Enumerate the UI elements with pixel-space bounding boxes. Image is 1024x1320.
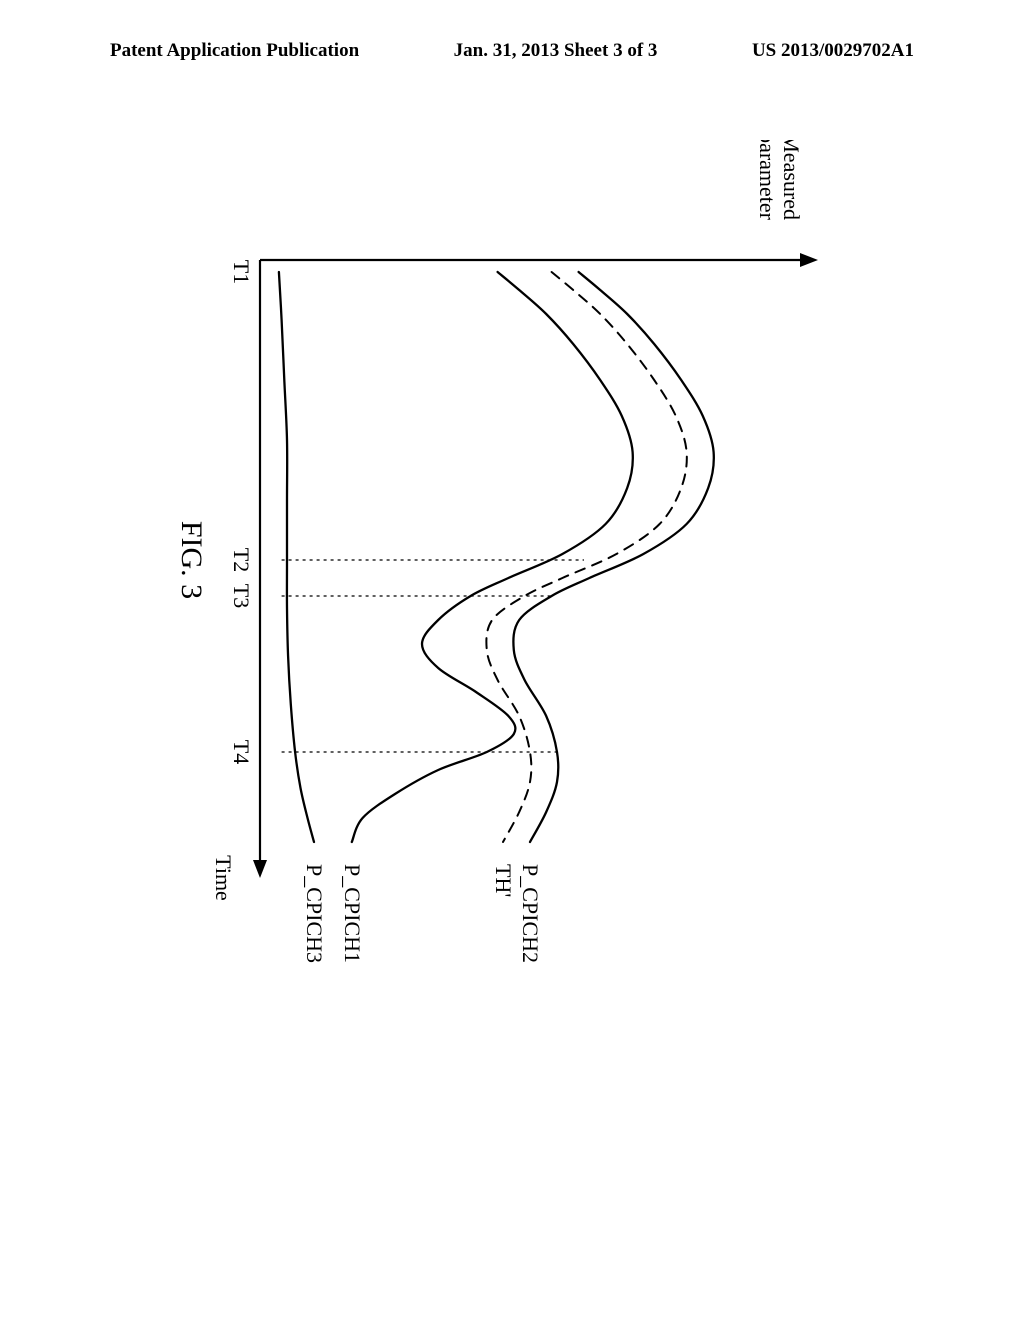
curve-label: TH' (491, 864, 516, 897)
header-center: Jan. 31, 2013 Sheet 3 of 3 (454, 40, 658, 62)
curve-label: P_CPICH3 (302, 864, 327, 963)
curve-p-cpich3 (279, 272, 314, 842)
figure-caption: FIG. 3 (175, 521, 208, 599)
curve-label: P_CPICH1 (340, 864, 365, 963)
x-tick-label: T4 (229, 740, 254, 764)
header-right: US 2013/0029702A1 (752, 40, 914, 62)
curve-p-cpich2 (513, 272, 713, 842)
page-header: Patent Application Publication Jan. 31, … (0, 40, 1024, 62)
x-tick-label: T3 (229, 584, 254, 608)
figure-container: T1 T2 T3 T4 P_CPICH2TH' P_CPICH1 P_CPICH3 Time M… (110, 140, 910, 1040)
figure-svg: T1 T2 T3 T4 P_CPICH2TH' P_CPICH1 P_CPICH3 Time M… (110, 140, 910, 1040)
x-tick-label: T2 (229, 548, 254, 572)
y-axis-label: parameter (755, 140, 780, 221)
curve-label: P_CPICH2 (518, 864, 543, 963)
x-tick-label: T1 (229, 260, 254, 284)
curve-p-cpich1 (352, 272, 633, 842)
y-axis-label: Measured (779, 140, 804, 220)
x-axis-label: Time (211, 855, 236, 901)
curve-th- (486, 272, 686, 842)
header-left: Patent Application Publication (110, 40, 359, 62)
